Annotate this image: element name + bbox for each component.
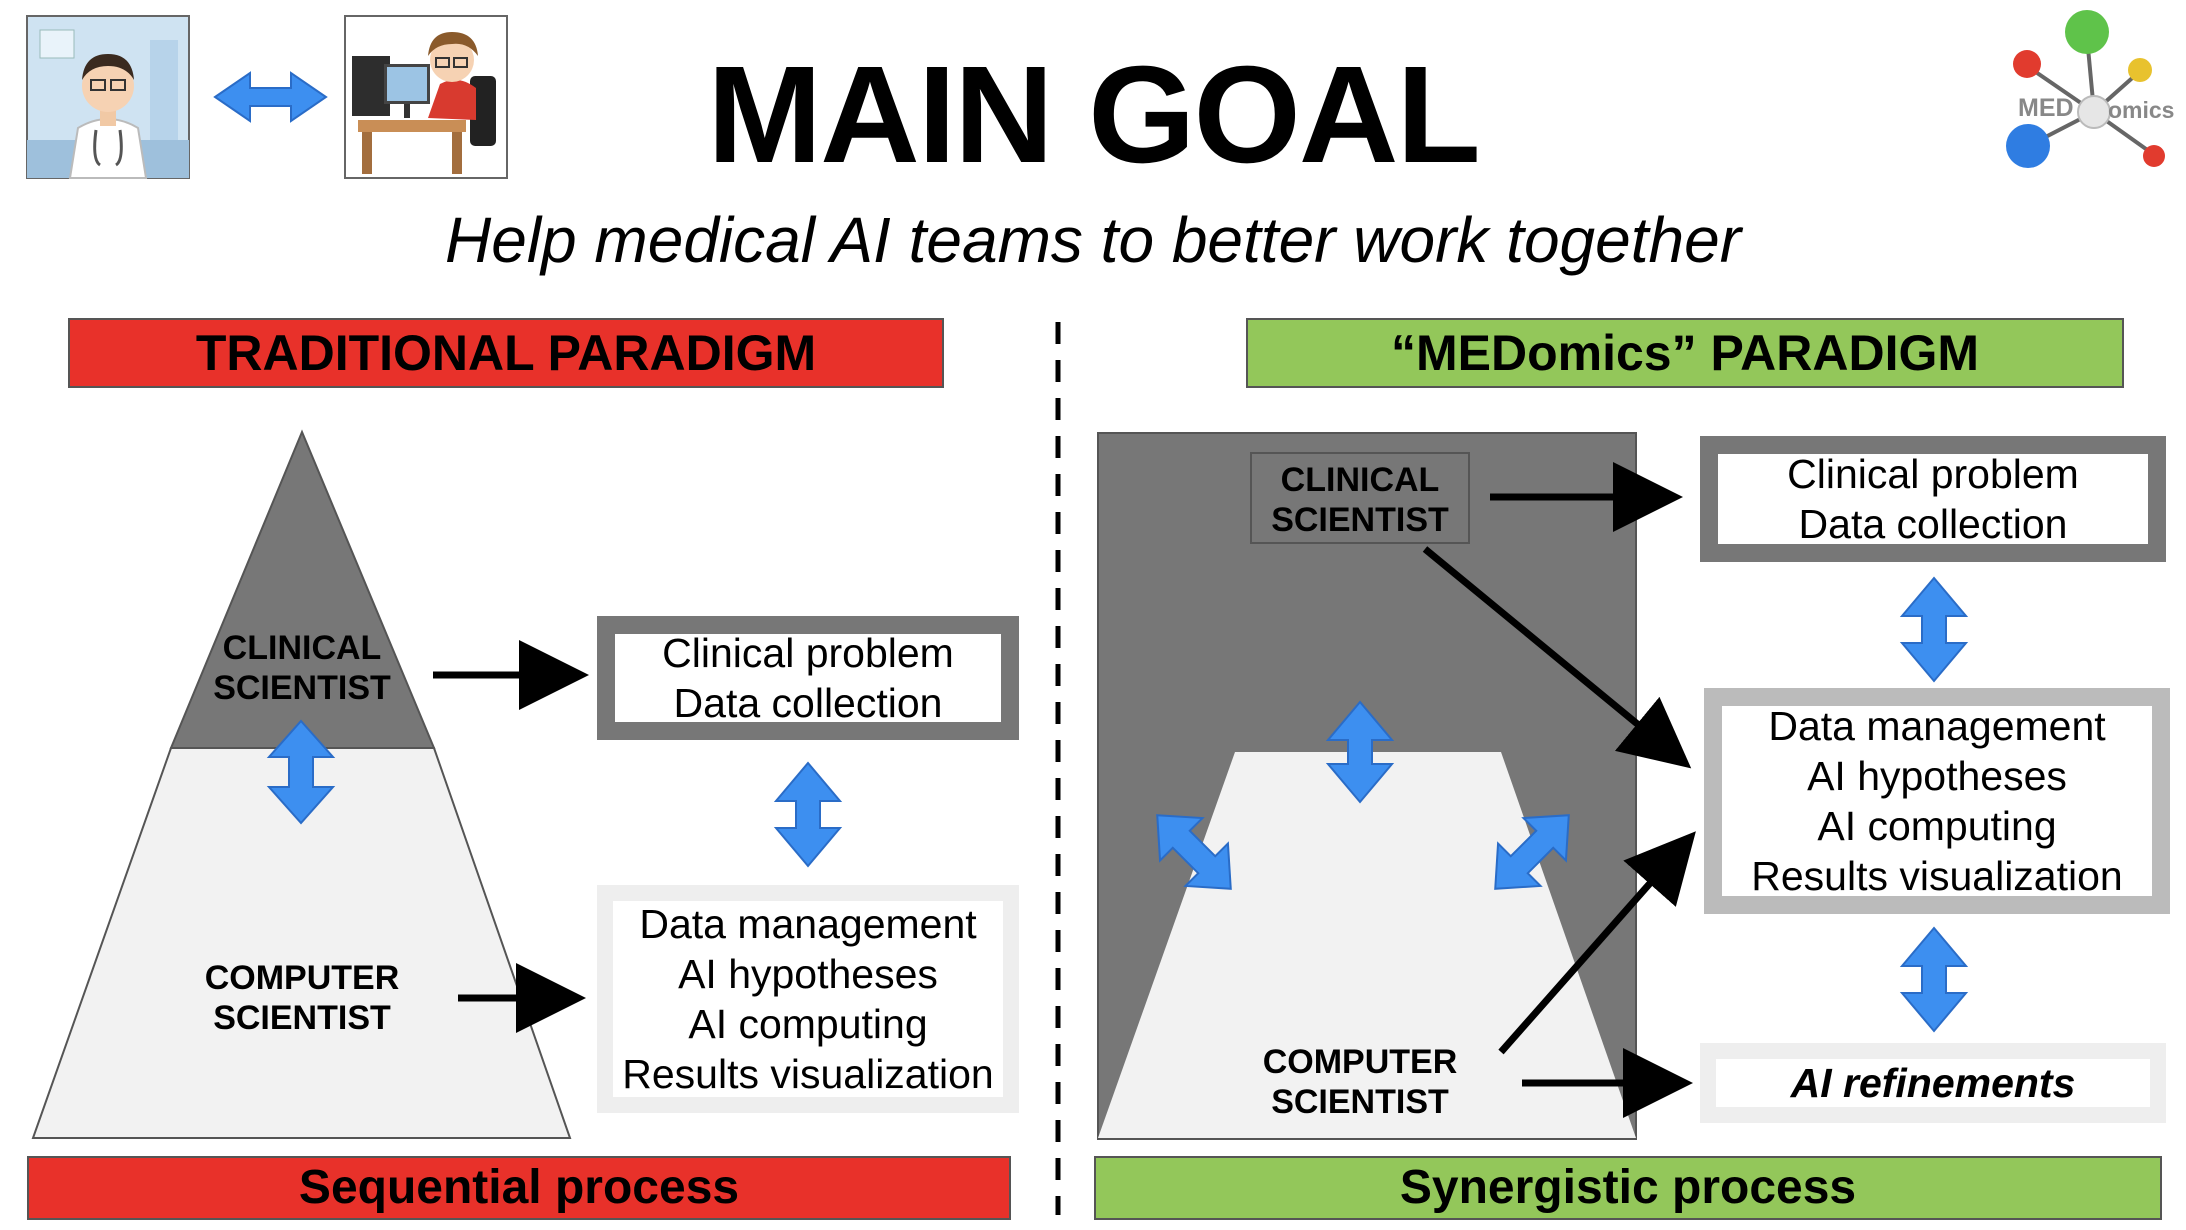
- pyramid-double-arrow: [266, 719, 336, 825]
- traditional-header: TRADITIONAL PARADIGM: [68, 318, 944, 388]
- m-computer-scientist-label: COMPUTER SCIENTIST: [1240, 1042, 1480, 1122]
- m-computer-box-line4: Results visualization: [1751, 853, 2123, 899]
- trad-computer-box-line4: Results visualization: [622, 1051, 994, 1097]
- trad-clinical-line1: CLINICAL: [222, 629, 382, 667]
- trad-clinical-box-line1: Clinical problem: [662, 630, 954, 676]
- m-computer-box: Data management AI hypotheses AI computi…: [1704, 688, 2170, 914]
- m-computer-line2: SCIENTIST: [1271, 1083, 1449, 1121]
- page-title: MAIN GOAL: [707, 38, 1481, 192]
- medomics-footer: Synergistic process: [1094, 1156, 2162, 1220]
- m-refinements-text: AI refinements: [1790, 1060, 2076, 1106]
- trad-clinical-line2: SCIENTIST: [213, 669, 391, 707]
- trad-computer-box-line2: AI hypotheses: [678, 951, 938, 997]
- trad-computer-box-line1: Data management: [639, 901, 977, 947]
- trad-computer-scientist-label: COMPUTER SCIENTIST: [180, 958, 424, 1038]
- m-clinical-box: Clinical problem Data collection: [1700, 436, 2166, 562]
- m-computer-box-line2: AI hypotheses: [1807, 753, 2067, 799]
- trad-computer-line1: COMPUTER: [204, 959, 400, 997]
- m-clinical-box-line2: Data collection: [1798, 501, 2068, 547]
- page-subtitle: Help medical AI teams to better work tog…: [445, 204, 1741, 276]
- arrow-m-computer-to-data: [1498, 831, 1696, 1055]
- arrow-m-clinical-to-data: [1422, 546, 1692, 769]
- m-computer-box-line1: Data management: [1768, 703, 2106, 749]
- trad-clinical-box-line2: Data collection: [673, 680, 943, 726]
- diag-double-arrow-right: [1494, 814, 1570, 890]
- m-computer-box-line3: AI computing: [1817, 803, 2057, 849]
- trad-clinical-box: Clinical problem Data collection: [597, 616, 1019, 740]
- m-clinical-box-line1: Clinical problem: [1787, 451, 2079, 497]
- trad-clinical-scientist-label: CLINICAL SCIENTIST: [180, 628, 424, 708]
- m-computer-line1: COMPUTER: [1262, 1043, 1458, 1081]
- m-clinical-line2: SCIENTIST: [1271, 501, 1449, 539]
- doctor-icon: [26, 15, 190, 179]
- medomics-logo: [2006, 10, 2165, 168]
- header-double-arrow: [213, 71, 328, 123]
- boxes-double-arrow: [773, 761, 843, 868]
- logo-text-omics: omics: [2108, 97, 2175, 123]
- m-clinical-line1: CLINICAL: [1280, 461, 1440, 499]
- right-double-arrow-1: [1899, 576, 1969, 683]
- right-double-arrow-2: [1899, 926, 1969, 1033]
- m-clinical-scientist-label: CLINICAL SCIENTIST: [1250, 452, 1470, 544]
- panel-double-arrow: [1325, 700, 1395, 804]
- trad-computer-box-line3: AI computing: [688, 1001, 928, 1047]
- trad-computer-line2: SCIENTIST: [213, 999, 391, 1037]
- diag-double-arrow-left: [1156, 814, 1232, 890]
- programmer-icon: [344, 15, 508, 179]
- traditional-footer: Sequential process: [27, 1156, 1011, 1220]
- medomics-header: “MEDomics” PARADIGM: [1246, 318, 2124, 388]
- trad-computer-box: Data management AI hypotheses AI computi…: [597, 885, 1019, 1113]
- m-refinements-box: AI refinements: [1700, 1043, 2166, 1123]
